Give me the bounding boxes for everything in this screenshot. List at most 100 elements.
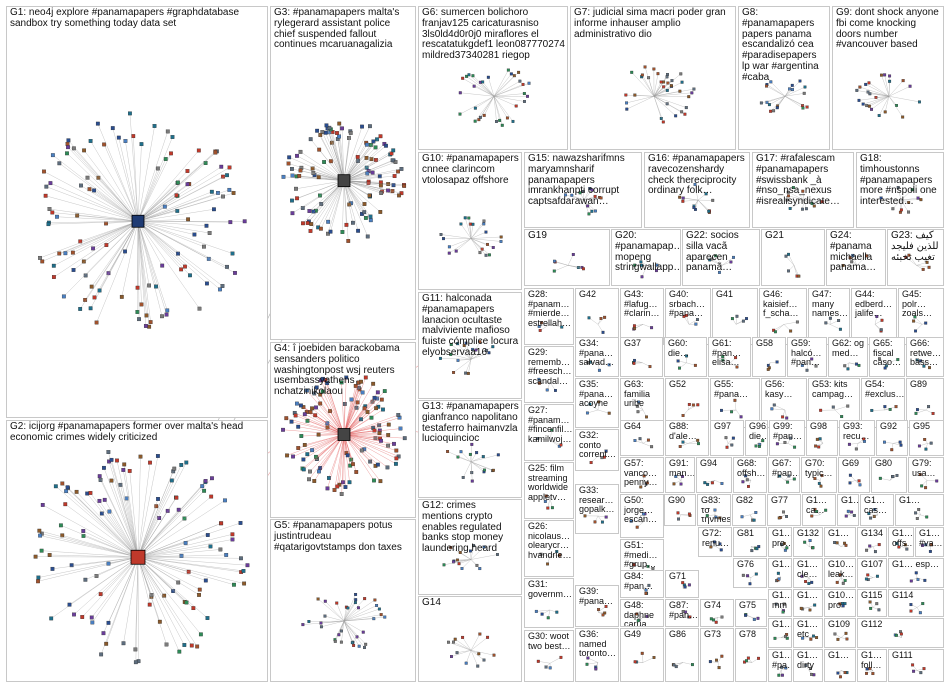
group-g59[interactable]: G59: halcó… #pan… <box>787 337 827 377</box>
group-g107[interactable]: G107 <box>857 558 887 588</box>
group-g65[interactable]: G65: fiscal caso… <box>869 337 905 377</box>
group-g66[interactable]: G66: retwe… bäss… <box>906 337 944 377</box>
group-g48[interactable]: G48: daphne carua… <box>620 599 664 627</box>
group-g81[interactable]: G81 <box>733 527 767 557</box>
group-g90[interactable]: G90 <box>664 494 696 526</box>
group-g1i[interactable]: G1… <box>768 558 792 588</box>
group-g1p[interactable]: G1… #pa… <box>768 649 792 682</box>
group-g99[interactable]: G99: #pan… <box>769 420 805 456</box>
group-g13[interactable]: G13: #panamapapers gianfranco napolitano… <box>418 400 522 498</box>
group-g1c[interactable]: G1… cas… <box>860 494 894 526</box>
group-g49[interactable]: G49 <box>620 628 664 682</box>
group-g1b[interactable]: G1… <box>837 494 859 526</box>
group-g134[interactable]: G134 <box>857 527 887 557</box>
group-g28[interactable]: G28: #panam… #mierde… estrellah… <box>524 288 574 345</box>
group-g27[interactable]: G27: #panam… #fincenfil… kamilwoj… <box>524 404 574 461</box>
group-g25[interactable]: G25: film streaming worldwide appletv… <box>524 462 574 519</box>
group-g60[interactable]: G60: die… <box>664 337 707 377</box>
group-g22[interactable]: G22: socios silla vacã aparecen panamã… <box>682 229 760 286</box>
group-g71[interactable]: G71 <box>665 570 699 598</box>
group-g63[interactable]: G63: familia uribe <box>620 378 664 428</box>
group-g1q[interactable]: G1… dirty <box>793 649 823 682</box>
group-g1k[interactable]: G1… esp… <box>888 558 944 588</box>
group-g84[interactable]: G84: #pan… <box>620 570 664 598</box>
group-g91[interactable]: G91: man… <box>665 457 695 493</box>
group-g64[interactable]: G64 <box>620 420 664 456</box>
group-g40[interactable]: G40: srbach… #pana… <box>665 288 711 345</box>
group-g31[interactable]: G31: governm… <box>524 578 574 628</box>
group-g21[interactable]: G21 <box>761 229 825 286</box>
group-g1r[interactable]: G1… <box>824 649 856 682</box>
group-g94[interactable]: G94 <box>696 457 732 493</box>
group-g30[interactable]: G30: woot two best… <box>524 630 574 682</box>
group-g57[interactable]: G57: vanco… penny… <box>620 457 664 493</box>
group-g18[interactable]: G18: timhoustonns #panamapapers more #ns… <box>856 152 944 228</box>
group-g75[interactable]: G75 <box>735 599 767 627</box>
group-g47[interactable]: G47: many names… <box>808 288 850 345</box>
group-g35[interactable]: G35: #pana… acoyne <box>575 378 619 428</box>
group-g39[interactable]: G39: #pana… <box>575 585 619 627</box>
group-g52[interactable]: G52 <box>665 378 709 428</box>
group-g36[interactable]: G36: named toronto… <box>575 628 619 682</box>
group-g17[interactable]: G17: #rafalescam #panamapapers #swissban… <box>752 152 854 228</box>
group-g96[interactable]: G96: die… <box>745 420 768 456</box>
group-g34[interactable]: G34: #pana… salvad… <box>575 337 619 377</box>
group-g11[interactable]: G11: halconada #panamapapers lanacion oc… <box>418 292 522 399</box>
group-g42[interactable]: G42 <box>575 288 619 345</box>
group-g58[interactable]: G58 <box>752 337 786 377</box>
group-g77[interactable]: G77 <box>767 494 801 526</box>
group-g4[interactable]: G4: î joebiden barackobama sensanders po… <box>270 342 416 518</box>
group-g73[interactable]: G73 <box>700 628 734 682</box>
group-g29[interactable]: G29: rememb… #freesch… scandal… <box>524 346 574 403</box>
group-g1d[interactable]: G1… <box>895 494 944 526</box>
group-g95[interactable]: G95 <box>909 420 944 456</box>
group-g20[interactable]: G20: #panamapap… mopeng stringwallapp… <box>611 229 681 286</box>
group-g78[interactable]: G78 <box>735 628 767 682</box>
group-g93[interactable]: G93: recu… <box>839 420 875 456</box>
group-g109[interactable]: G109 <box>824 618 856 648</box>
group-g50[interactable]: G50: jorge… escán… <box>620 494 664 538</box>
group-g54[interactable]: G54: #exclus… <box>861 378 905 428</box>
group-g1g[interactable]: G1… offs… <box>888 527 914 557</box>
group-g32[interactable]: G32: conto corrent… <box>575 429 619 471</box>
group-g87[interactable]: G87: #pan… <box>665 599 699 627</box>
group-g26[interactable]: G26: nicolaus… olearycr… hvandrie… <box>524 520 574 577</box>
group-g37[interactable]: G37 <box>620 337 663 377</box>
group-g9[interactable]: G9: dont shock anyone fbi come knocking … <box>832 6 944 150</box>
group-g1o[interactable]: G1… etc <box>793 618 823 648</box>
group-g98[interactable]: G98 <box>806 420 838 456</box>
group-g1n[interactable]: G1… <box>768 618 792 648</box>
group-g46[interactable]: G46: kaisief… f_scha… <box>759 288 807 345</box>
group-g76[interactable]: G76 <box>733 558 767 588</box>
group-g67[interactable]: G67: #pan… <box>768 457 800 493</box>
group-g2[interactable]: G2: icijorg #panamapapers former over ma… <box>6 420 268 682</box>
group-g68[interactable]: G68: offsh… <box>733 457 767 493</box>
group-g15[interactable]: G15: nawazsharifmns maryamnsharif panama… <box>524 152 642 228</box>
group-g1a[interactable]: G1… ca… <box>802 494 836 526</box>
group-g83[interactable]: G83: τσ τηνmessi <box>697 494 731 526</box>
group-g24[interactable]: G24: #panama michaella panama… <box>826 229 886 286</box>
group-g1f[interactable]: G1… <box>824 527 856 557</box>
group-g1[interactable]: G1: neo4j explore #panamapapers #graphda… <box>6 6 268 418</box>
group-g79[interactable]: G79: usa… <box>908 457 944 493</box>
group-g16[interactable]: G16: #panamapapers ravecozenshardy check… <box>644 152 750 228</box>
group-g53[interactable]: G53: kits campag… <box>808 378 860 428</box>
group-g19[interactable]: G19 <box>524 229 610 286</box>
group-g82[interactable]: G82 <box>732 494 766 526</box>
group-g74[interactable]: G74 <box>700 599 734 627</box>
group-g69[interactable]: G69 <box>838 457 870 493</box>
group-g10b[interactable]: G10… pro <box>824 589 856 617</box>
group-g70[interactable]: G70: typic… <box>801 457 837 493</box>
group-g56[interactable]: G56: kasy… <box>761 378 807 428</box>
group-g1l[interactable]: G1… mm <box>768 589 792 617</box>
group-g1j[interactable]: G1… cle… <box>793 558 823 588</box>
group-g115[interactable]: G115 <box>857 589 887 617</box>
group-g5[interactable]: G5: #panamapapers potus justintrudeau #q… <box>270 519 416 682</box>
group-g97[interactable]: G97 <box>710 420 744 456</box>
group-g112[interactable]: G112 <box>857 618 944 648</box>
group-g1s[interactable]: G1… foll… <box>857 649 887 682</box>
group-g45[interactable]: G45: polr… zoals… <box>898 288 944 345</box>
group-g23[interactable]: G23: ﻛﻴﻒ ﻟﻠﺬﻳﻦ ﻓﻠﻴﺠﺪ ﺗﻐﻴﺐ ﺗﺨﺒﺌﻪ <box>887 229 944 286</box>
group-g114[interactable]: G114 <box>888 589 944 617</box>
group-g72[interactable]: G72: renu… <box>698 527 732 557</box>
